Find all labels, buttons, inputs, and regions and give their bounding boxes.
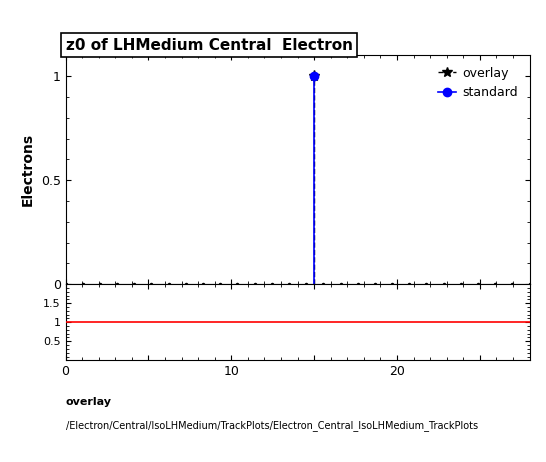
Text: /Electron/Central/IsoLHMedium/TrackPlots/Electron_Central_IsoLHMedium_TrackPlots: /Electron/Central/IsoLHMedium/TrackPlots… — [66, 420, 478, 432]
Y-axis label: Electrons: Electrons — [21, 133, 35, 207]
Text: overlay: overlay — [66, 397, 111, 407]
Text: z0 of LHMedium Central  Electron: z0 of LHMedium Central Electron — [66, 38, 353, 53]
Legend: overlay, standard: overlay, standard — [433, 62, 524, 104]
